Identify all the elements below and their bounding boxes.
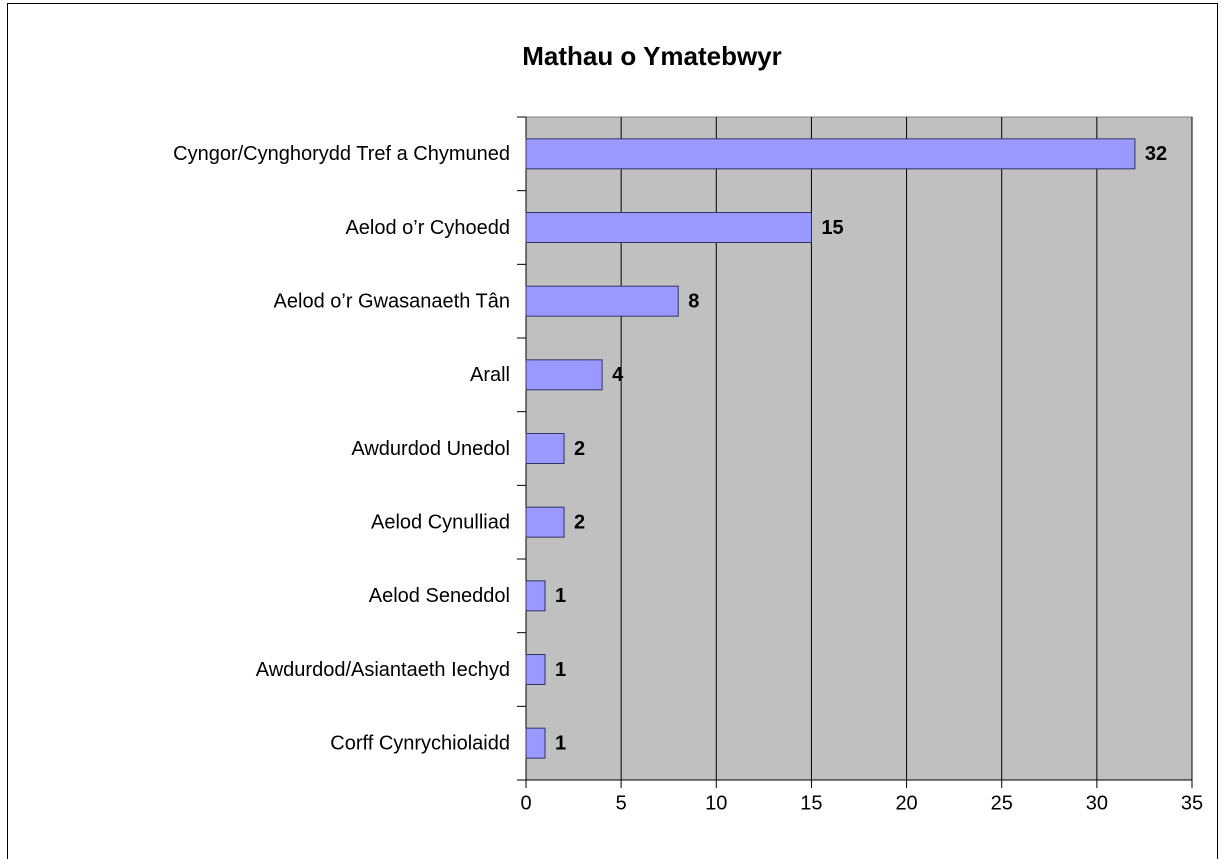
bar — [525, 654, 546, 685]
y-tick-label: Arall — [470, 364, 510, 386]
value-label: 8 — [688, 290, 699, 312]
bar — [525, 359, 603, 391]
x-tick-label: 15 — [800, 792, 822, 814]
x-tick-label: 30 — [1086, 792, 1108, 814]
x-tick-label: 20 — [895, 792, 917, 814]
value-label: 1 — [555, 585, 566, 607]
bar — [525, 433, 565, 464]
y-tick-label: Aelod o’r Cyhoedd — [345, 217, 510, 239]
bar — [525, 506, 565, 538]
y-tick-label: Cyngor/Cynghorydd Tref a Chymuned — [173, 143, 510, 165]
value-label: 1 — [555, 659, 566, 681]
x-tick-label: 5 — [616, 792, 627, 814]
y-tick-label: Corff Cynrychiolaidd — [330, 732, 510, 754]
y-tick-label: Aelod o’r Gwasanaeth Tân — [274, 290, 510, 312]
y-tick-label: Aelod Seneddol — [369, 585, 510, 607]
chart-title: Mathau o Ymatebwyr — [522, 41, 782, 71]
value-label: 32 — [1145, 143, 1167, 165]
value-label: 1 — [555, 732, 566, 754]
x-tick-label: 35 — [1181, 792, 1203, 814]
bar — [525, 212, 812, 243]
bar — [525, 580, 546, 612]
x-tick-label: 25 — [991, 792, 1013, 814]
y-tick-label: Aelod Cynulliad — [371, 511, 510, 533]
x-tick-label: 0 — [520, 792, 531, 814]
x-tick-label: 10 — [705, 792, 727, 814]
y-tick-label: Awdurdod Unedol — [351, 438, 510, 460]
value-label: 15 — [821, 217, 843, 239]
bar — [525, 285, 679, 317]
value-label: 2 — [574, 511, 585, 533]
bar — [525, 138, 1136, 170]
value-label: 4 — [612, 364, 624, 386]
value-label: 2 — [574, 438, 585, 460]
y-tick-label: Awdurdod/Asiantaeth Iechyd — [256, 659, 510, 681]
bar — [525, 727, 546, 759]
